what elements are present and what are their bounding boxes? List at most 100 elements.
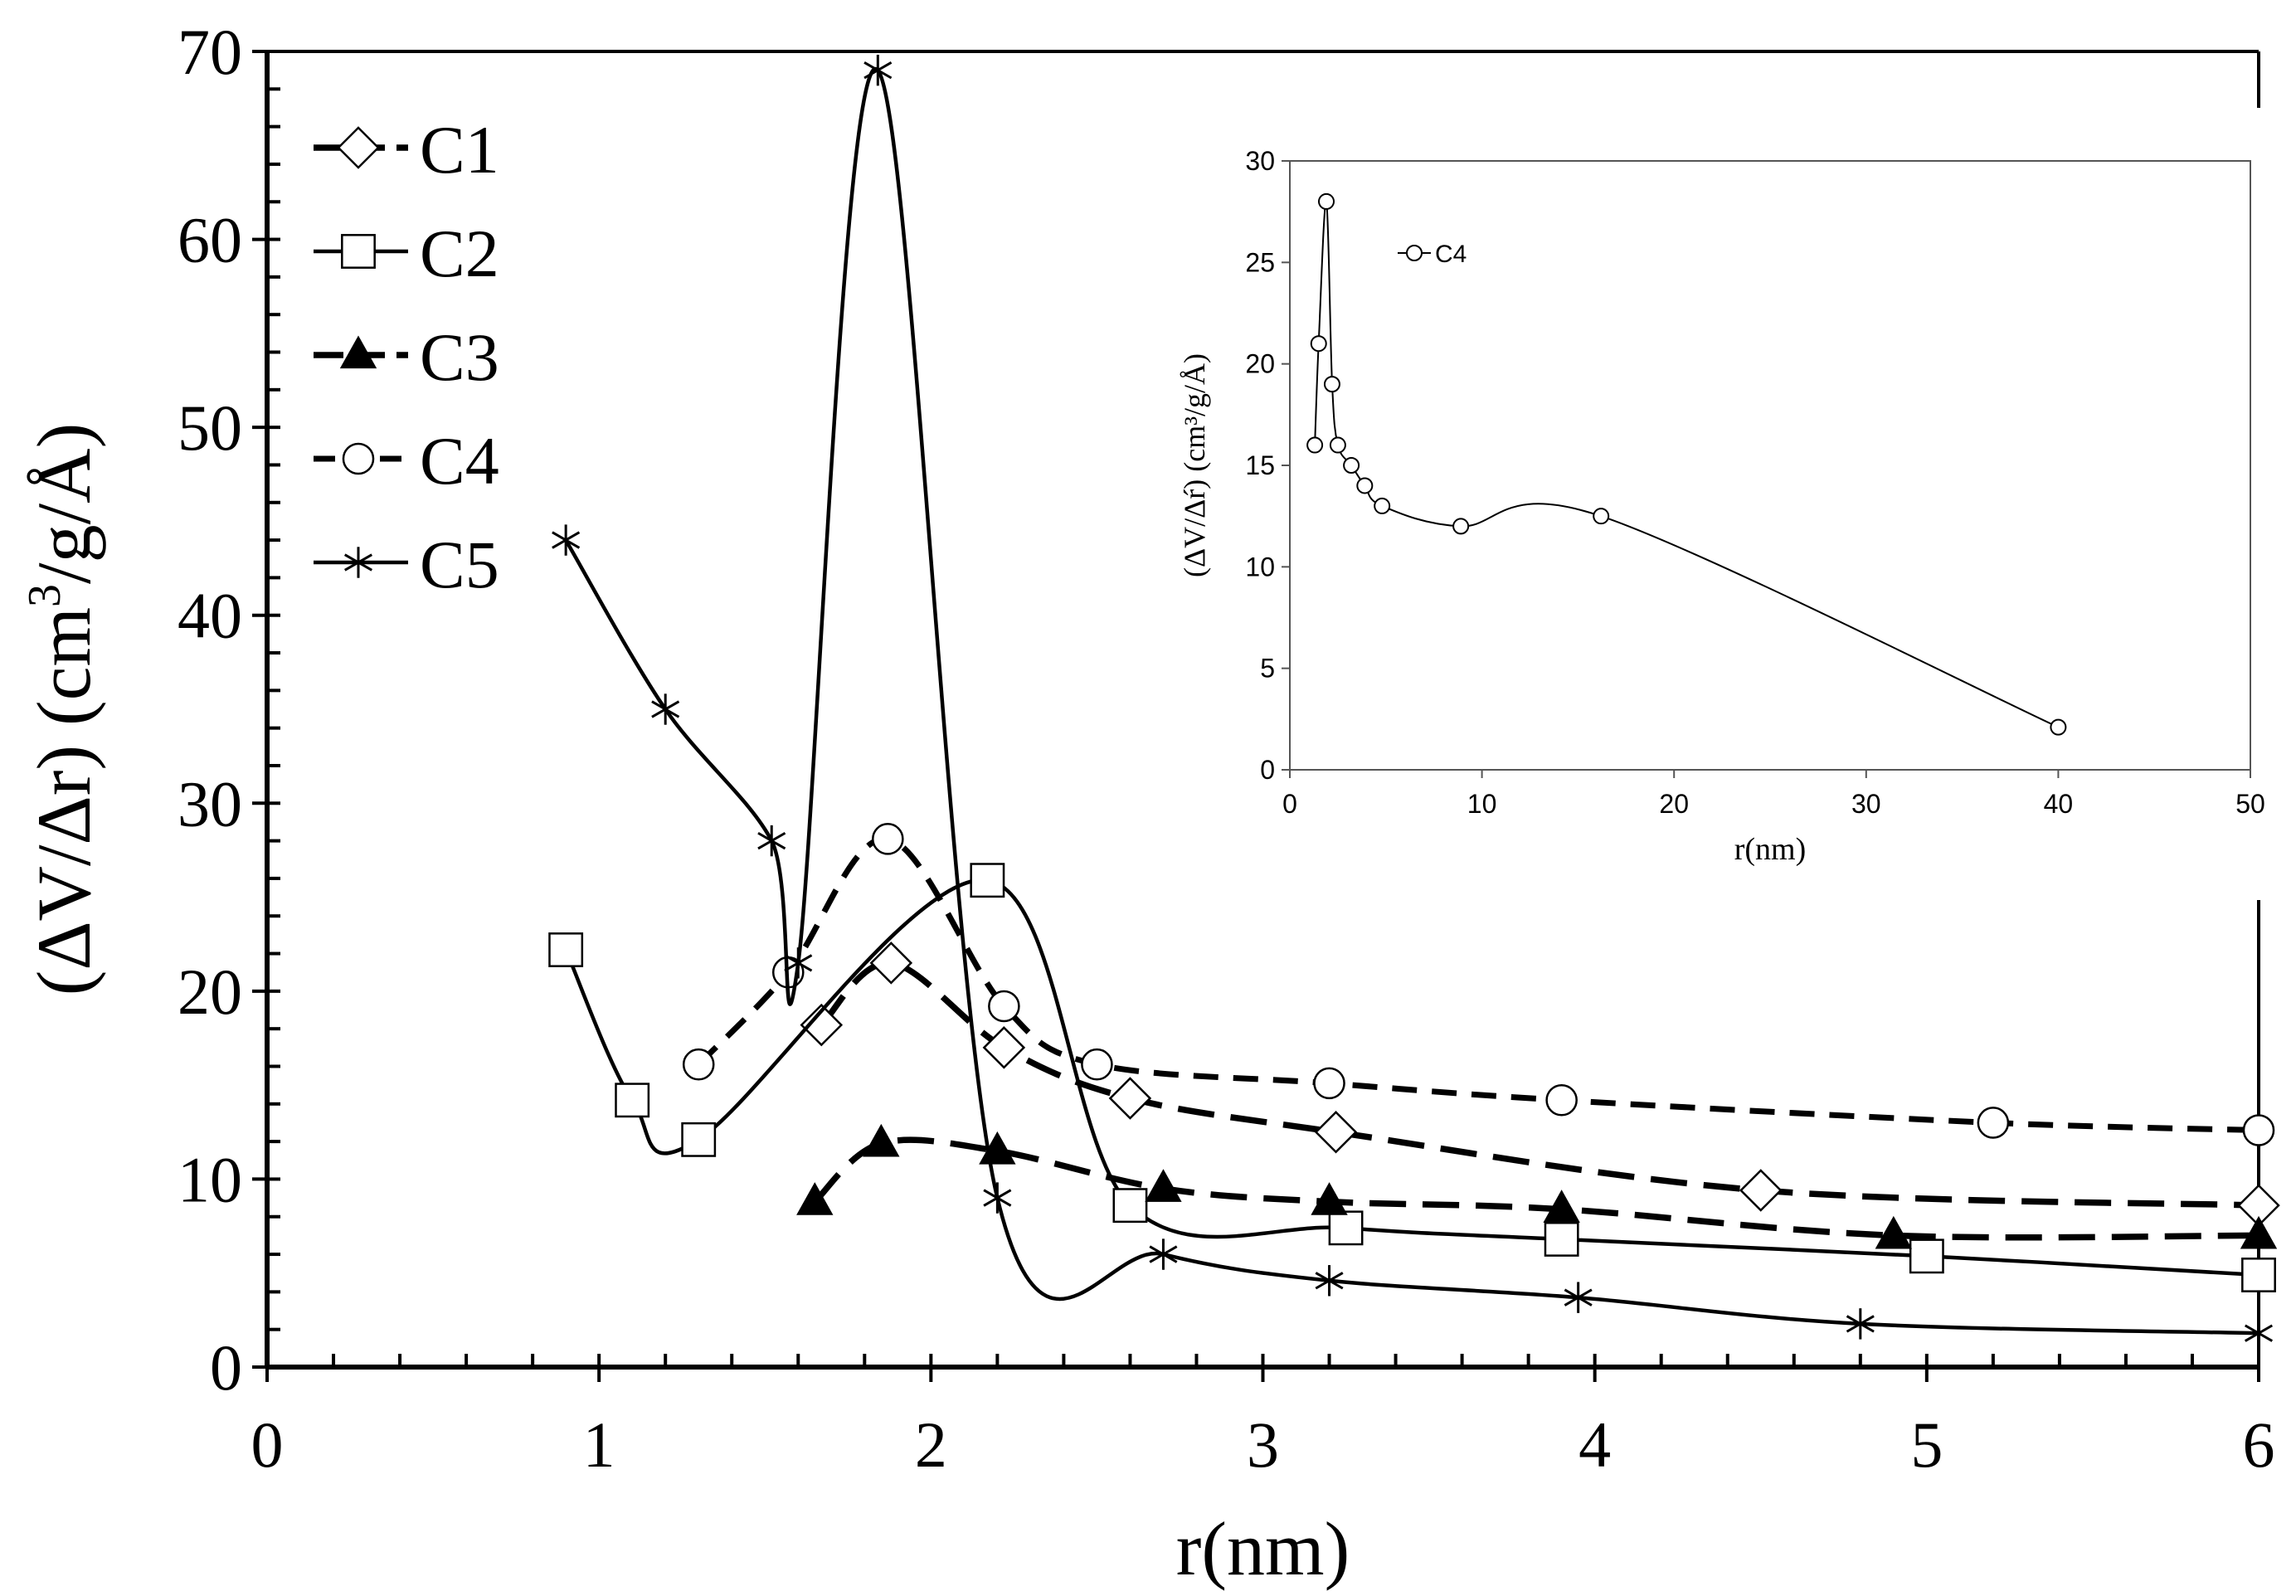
data-point-c4-4 bbox=[1081, 1048, 1113, 1081]
legend-label: C2 bbox=[420, 216, 499, 291]
x-tick-label: 3 bbox=[1247, 1409, 1279, 1481]
x-tick-label: 1 bbox=[583, 1409, 615, 1481]
data-point-c5-1 bbox=[651, 693, 680, 725]
inset-x-tick-label: 50 bbox=[2235, 789, 2265, 819]
inset-chart: 0 5 10 15 20 25 30 0 10 20 30 40 50 r(nm) (ΔV/Δŕ) (cm³… bbox=[1178, 144, 2274, 873]
x-tick-label: 0 bbox=[251, 1409, 284, 1481]
y-tick-label: 60 bbox=[178, 204, 242, 276]
series-c5 bbox=[552, 54, 2274, 1349]
data-point-c1-5 bbox=[1739, 1169, 1783, 1212]
data-point-c3-0 bbox=[796, 1182, 834, 1215]
series-c2 bbox=[548, 863, 2276, 1292]
data-point-c5-10 bbox=[2244, 1317, 2274, 1349]
inset-y-tick-label: 10 bbox=[1245, 552, 1275, 581]
inset-data-point-10 bbox=[2050, 718, 2067, 736]
y-tick-label: 20 bbox=[178, 956, 242, 1028]
inset-legend-label: C4 bbox=[1435, 241, 1467, 268]
inset-y-tick-label: 5 bbox=[1260, 654, 1275, 684]
data-point-c4-2 bbox=[872, 823, 904, 855]
data-point-c5-7 bbox=[1315, 1265, 1344, 1297]
y-axis-title: (ΔV/Δr) (cm3/g/Å) bbox=[19, 423, 106, 996]
legend-entry-c1: C1 bbox=[314, 112, 499, 187]
data-point-c5-6 bbox=[1149, 1238, 1178, 1270]
data-point-c3-4 bbox=[1311, 1182, 1348, 1215]
x-tick-label: 4 bbox=[1578, 1409, 1611, 1481]
inset-y-axis-title: (ΔV/Δŕ) (cm³/g/Å) bbox=[1178, 353, 1211, 577]
inset-y-tick-label: 20 bbox=[1245, 349, 1275, 379]
inset-series-c4 bbox=[1306, 192, 2067, 736]
legend-entry-c5: C5 bbox=[314, 527, 499, 602]
series-c4 bbox=[682, 823, 2275, 1146]
inset-y-tick-label: 15 bbox=[1245, 450, 1275, 480]
data-point-c2-2 bbox=[681, 1122, 717, 1157]
data-point-c2-4 bbox=[1112, 1188, 1148, 1224]
data-point-c3-1 bbox=[863, 1123, 900, 1157]
inset-data-point-2 bbox=[1318, 192, 1335, 210]
inset-y-tick-label: 30 bbox=[1245, 146, 1275, 176]
series-line-c1 bbox=[819, 960, 2260, 1209]
data-point-c4-0 bbox=[682, 1048, 715, 1081]
data-point-c3-3 bbox=[1145, 1169, 1182, 1202]
legend-marker bbox=[343, 547, 373, 578]
data-point-c1-1 bbox=[869, 942, 913, 985]
data-point-c5-4 bbox=[863, 54, 893, 86]
data-point-c5-3 bbox=[784, 947, 813, 979]
legend-marker bbox=[339, 335, 377, 369]
data-point-c1-0 bbox=[800, 1003, 844, 1047]
legend-label: C1 bbox=[420, 112, 499, 187]
series-line-c3 bbox=[812, 1136, 2260, 1241]
data-point-c2-6 bbox=[1544, 1222, 1579, 1257]
data-point-c1-4 bbox=[1314, 1111, 1358, 1154]
inset-x-tick-label: 20 bbox=[1659, 789, 1689, 819]
x-axis-title: r(nm) bbox=[1176, 1506, 1350, 1591]
y-tick-label: 50 bbox=[178, 392, 242, 464]
data-point-c5-8 bbox=[1564, 1282, 1593, 1313]
inset-x-tick-label: 10 bbox=[1467, 789, 1497, 819]
data-point-c2-0 bbox=[548, 932, 584, 967]
data-point-c4-7 bbox=[1977, 1107, 2010, 1139]
data-point-c4-3 bbox=[988, 990, 1020, 1023]
data-point-c5-0 bbox=[552, 524, 581, 556]
inset-data-point-1 bbox=[1310, 335, 1327, 353]
inset-data-point-0 bbox=[1306, 436, 1324, 454]
data-point-c4-6 bbox=[1545, 1083, 1578, 1117]
data-point-c5-9 bbox=[1846, 1308, 1875, 1340]
legend: C1 C2 C3 C4 C5 bbox=[314, 112, 499, 602]
data-point-c1-2 bbox=[982, 1026, 1026, 1069]
inset-legend-marker bbox=[1406, 245, 1423, 261]
data-point-c2-8 bbox=[2241, 1258, 2276, 1292]
inset-data-point-4 bbox=[1329, 436, 1346, 454]
inset-background bbox=[1288, 144, 2274, 873]
legend-label: C5 bbox=[420, 527, 499, 602]
inset-data-point-9 bbox=[1593, 508, 1610, 525]
inset-series-line bbox=[1314, 200, 2059, 728]
inset-x-tick-label: 0 bbox=[1282, 789, 1297, 819]
series-line-c4 bbox=[696, 835, 2260, 1133]
x-tick-label: 5 bbox=[1910, 1409, 1943, 1481]
inset-data-point-5 bbox=[1343, 457, 1360, 474]
y-tick-label: 70 bbox=[178, 16, 242, 88]
inset-x-tick-label: 30 bbox=[1851, 789, 1881, 819]
inset-y-tick-label: 0 bbox=[1260, 755, 1275, 785]
data-point-c5-2 bbox=[757, 825, 786, 857]
inset-data-point-3 bbox=[1323, 376, 1340, 393]
legend-entry-c4: C4 bbox=[314, 423, 499, 499]
data-point-c3-7 bbox=[2240, 1215, 2278, 1249]
data-point-c2-1 bbox=[615, 1083, 650, 1118]
y-tick-label: 40 bbox=[178, 580, 242, 652]
y-tick-label: 30 bbox=[178, 767, 242, 839]
inset-data-point-8 bbox=[1452, 518, 1470, 535]
legend-label: C3 bbox=[420, 319, 499, 395]
legend-label: C4 bbox=[420, 423, 499, 499]
data-point-c2-5 bbox=[1328, 1210, 1364, 1246]
inset-data-point-7 bbox=[1374, 497, 1391, 514]
x-tick-label: 2 bbox=[915, 1409, 947, 1481]
inset-data-point-6 bbox=[1356, 477, 1374, 494]
inset-y-tick-label: 25 bbox=[1245, 247, 1275, 277]
y-tick-label: 0 bbox=[210, 1331, 242, 1404]
data-point-c3-6 bbox=[1875, 1215, 1912, 1249]
inset-x-tick-label: 40 bbox=[2044, 789, 2074, 819]
